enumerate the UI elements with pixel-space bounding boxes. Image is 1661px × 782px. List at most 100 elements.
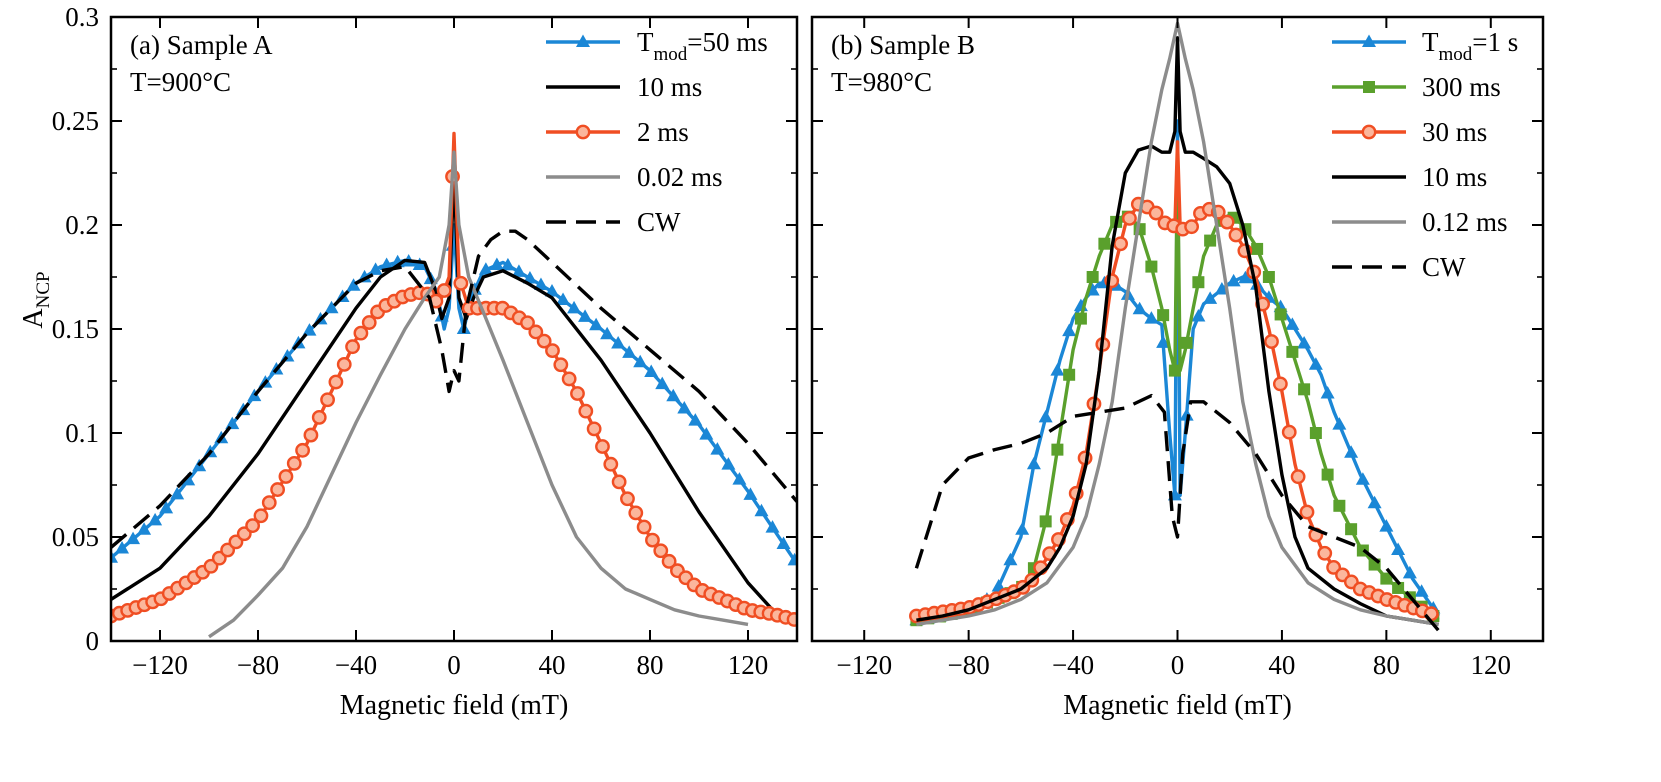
data-point	[1297, 336, 1312, 349]
data-point	[320, 392, 335, 408]
data-point	[1122, 210, 1137, 226]
data-point	[1157, 309, 1170, 322]
data-point	[578, 403, 594, 419]
data-point	[765, 520, 780, 533]
data-point	[1113, 236, 1128, 252]
y-tick-label: 0.3	[65, 2, 99, 32]
data-point	[578, 309, 593, 322]
data-point	[345, 339, 360, 355]
data-point	[489, 257, 504, 271]
data-point	[1238, 270, 1253, 284]
data-point	[1228, 227, 1244, 243]
series-0-02-ms	[208, 150, 749, 639]
legend-marker	[1362, 34, 1376, 47]
data-point	[159, 500, 174, 514]
legend-marker	[576, 34, 590, 47]
data-point	[1299, 504, 1315, 520]
data-point	[1015, 522, 1030, 535]
data-point	[1285, 317, 1300, 330]
data-point	[1333, 499, 1346, 512]
x-tick-label: −40	[1052, 650, 1094, 680]
data-point	[545, 284, 559, 297]
series-cw	[111, 229, 797, 549]
legend-entry: CW	[546, 207, 681, 237]
data-point	[261, 495, 277, 511]
x-tick-label: 80	[637, 650, 664, 680]
data-point	[1074, 312, 1087, 325]
x-tick-label: 0	[447, 650, 461, 680]
x-tick-label: 40	[539, 650, 566, 680]
data-point	[270, 482, 285, 497]
data-point	[278, 469, 294, 484]
legend-label: 300 ms	[1422, 72, 1501, 102]
data-point	[622, 345, 637, 358]
x-axis-label: Magnetic field (mT)	[1063, 690, 1292, 721]
data-point	[522, 270, 537, 284]
legend-label: 10 ms	[1422, 162, 1487, 192]
data-point	[645, 532, 660, 548]
data-point	[677, 400, 692, 414]
series-2-ms	[111, 131, 797, 627]
data-point	[1026, 456, 1041, 470]
data-point	[545, 343, 560, 359]
legend-entry: 10 ms	[546, 72, 702, 102]
data-point	[1003, 552, 1018, 566]
data-point	[561, 371, 577, 387]
data-point	[245, 518, 261, 534]
legend-entry: 0.12 ms	[1332, 207, 1508, 237]
data-point	[1050, 363, 1065, 376]
legend-label: Tmod=50 ms	[637, 27, 768, 65]
y-tick-label: 0	[86, 626, 100, 656]
data-point	[1156, 335, 1171, 348]
data-point	[478, 262, 493, 275]
y-tick-label: 0.05	[52, 522, 99, 552]
series-30-ms	[909, 140, 1440, 624]
legend-label: Tmod=1 s	[1422, 27, 1518, 65]
data-point	[137, 522, 152, 535]
data-point	[1192, 276, 1205, 289]
x-tick-label: 120	[728, 650, 769, 680]
data-point	[1086, 271, 1099, 283]
legend-marker	[1363, 81, 1375, 93]
panel-a: −120 −80 −40 0 40 80 120 0 0.05 0.1 0.15 0.2 0.25 0.3…	[18, 2, 799, 721]
data-point	[1281, 424, 1297, 440]
series-cw	[914, 393, 1440, 632]
data-point	[628, 505, 644, 521]
x-tick-label: 120	[1471, 650, 1512, 680]
data-point	[253, 508, 269, 524]
data-point	[567, 300, 582, 314]
data-point	[644, 364, 659, 377]
series-line	[111, 223, 797, 565]
data-point	[1367, 495, 1382, 509]
data-point	[1320, 385, 1335, 399]
data-point	[1191, 309, 1206, 322]
data-point	[1132, 301, 1147, 315]
x-tick-label: −80	[237, 650, 279, 680]
data-point	[1179, 408, 1194, 421]
legend-label: 0.12 ms	[1422, 207, 1508, 237]
series-line	[916, 119, 1440, 622]
data-point	[787, 552, 797, 566]
data-point	[1317, 545, 1333, 561]
data-point	[786, 612, 797, 627]
data-point	[732, 472, 747, 485]
data-point	[1391, 542, 1406, 555]
data-point	[1308, 357, 1323, 370]
x-tick-label: −120	[836, 650, 892, 680]
data-point	[1321, 468, 1334, 481]
data-point	[1203, 291, 1218, 304]
legend-label: 0.02 ms	[637, 162, 723, 192]
data-point	[1098, 237, 1111, 250]
legend-entry: 30 ms	[1332, 117, 1487, 147]
data-point	[743, 487, 758, 500]
data-point	[1355, 472, 1370, 485]
data-point	[1204, 234, 1217, 247]
data-point	[1148, 205, 1164, 221]
data-point	[1144, 311, 1159, 324]
y-tick-label: 0.1	[65, 418, 99, 448]
data-point	[1039, 515, 1052, 528]
data-point	[170, 486, 185, 500]
data-point	[611, 336, 626, 349]
data-point	[1180, 336, 1193, 349]
data-point	[1274, 308, 1287, 321]
